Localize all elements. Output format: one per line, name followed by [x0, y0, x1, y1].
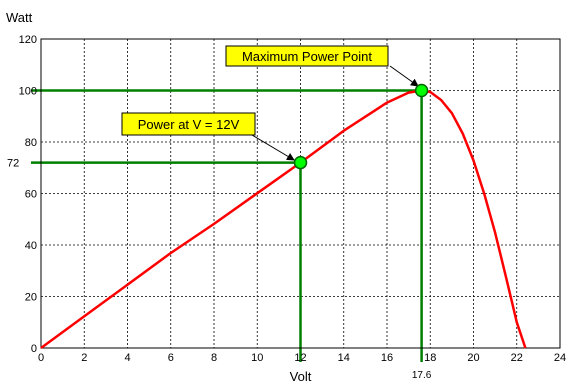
y-tick-label: 40	[25, 240, 37, 252]
callout-box	[121, 112, 256, 136]
plot-area-frame	[40, 38, 561, 349]
tick-labels: 0 2 4 6 8 10 12 14 16 18 20 22 240204060801001207217…	[7, 34, 566, 381]
x-tick-label: 0	[38, 352, 44, 364]
x-tick-label: 20	[467, 352, 479, 364]
callout-1: Maximum Power Point	[225, 45, 419, 87]
callout-arrow	[251, 134, 295, 161]
grid	[41, 39, 560, 348]
x-tick-label: 22	[511, 352, 523, 364]
callout-0: Power at V = 12V	[121, 112, 295, 161]
x-axis-label: Volt	[290, 369, 312, 384]
highlight-point-1	[414, 83, 429, 98]
y-marker-label: 72	[7, 158, 19, 170]
y-tick-label: 120	[19, 34, 37, 46]
y-tick-label: 80	[25, 137, 37, 149]
x-tick-label: 14	[338, 352, 350, 364]
series-line-0	[40, 89, 527, 350]
x-tick-label: 12	[294, 352, 306, 364]
callout-label: Maximum Power Point	[242, 49, 372, 64]
x-tick-label: 4	[124, 352, 130, 364]
y-tick-label: 100	[19, 86, 37, 98]
x-tick-label: 16	[381, 352, 393, 364]
x-tick-label: 24	[554, 352, 566, 364]
y-axis-label: Watt	[6, 10, 33, 25]
markers	[293, 83, 429, 170]
x-tick-label: 8	[211, 352, 217, 364]
x-tick-label: 2	[81, 352, 87, 364]
y-tick-label: 0	[31, 343, 37, 355]
callout-arrow	[389, 65, 419, 87]
x-tick-label: 18	[424, 352, 436, 364]
x-tick-label: 6	[168, 352, 174, 364]
callout-label: Power at V = 12V	[138, 117, 240, 132]
series	[40, 89, 527, 350]
guide-lines	[31, 89, 423, 362]
highlight-point-0	[293, 155, 308, 170]
callouts: Power at V = 12V Maximum Power Point	[121, 45, 419, 161]
y-tick-label: 60	[25, 189, 37, 201]
callout-box	[225, 45, 389, 67]
x-tick-label: 10	[251, 352, 263, 364]
y-tick-label: 20	[25, 292, 37, 304]
x-marker-label: 17.6	[412, 370, 432, 381]
